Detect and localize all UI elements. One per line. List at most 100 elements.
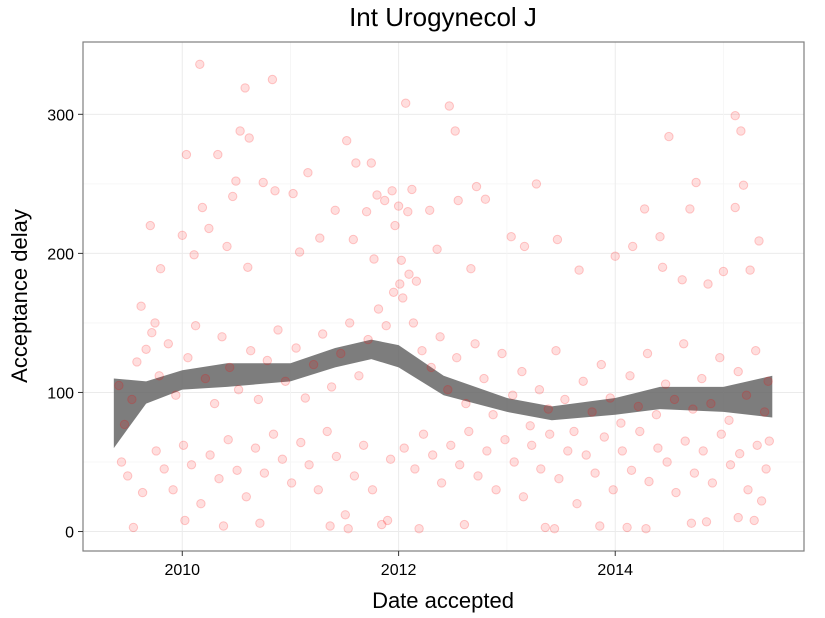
data-point bbox=[137, 487, 148, 498]
data-point bbox=[599, 432, 609, 442]
data-point bbox=[626, 465, 637, 475]
data-point bbox=[127, 394, 137, 405]
data-point bbox=[657, 262, 668, 272]
data-point bbox=[680, 436, 690, 446]
data-point bbox=[417, 346, 427, 356]
data-point bbox=[253, 394, 264, 405]
data-point bbox=[749, 515, 759, 526]
data-point bbox=[691, 177, 701, 188]
data-point bbox=[716, 429, 726, 439]
data-point bbox=[132, 357, 142, 367]
data-point bbox=[596, 359, 606, 370]
y-tick-label: 100 bbox=[47, 385, 74, 402]
data-point bbox=[258, 177, 268, 188]
data-point bbox=[222, 241, 232, 252]
data-point bbox=[435, 332, 445, 342]
data-point bbox=[380, 195, 390, 206]
data-point bbox=[471, 181, 482, 192]
data-point bbox=[669, 394, 680, 405]
data-point bbox=[273, 325, 283, 335]
data-point bbox=[461, 398, 471, 409]
data-point bbox=[154, 371, 164, 381]
data-point bbox=[294, 247, 305, 257]
data-point bbox=[464, 426, 474, 437]
data-point bbox=[225, 362, 235, 373]
data-point bbox=[745, 265, 755, 275]
data-point bbox=[205, 450, 215, 460]
data-point bbox=[552, 234, 563, 245]
data-point bbox=[213, 149, 223, 160]
data-point bbox=[724, 415, 734, 425]
data-point bbox=[303, 168, 313, 178]
data-point bbox=[410, 464, 420, 474]
data-point bbox=[644, 476, 654, 487]
data-point bbox=[393, 201, 404, 211]
data-point bbox=[436, 478, 447, 488]
data-point bbox=[313, 485, 323, 495]
data-point bbox=[168, 485, 178, 495]
data-point bbox=[635, 426, 645, 437]
data-point bbox=[425, 205, 435, 216]
data-point bbox=[452, 353, 462, 363]
data-point bbox=[628, 241, 638, 252]
data-point bbox=[685, 204, 695, 214]
data-point bbox=[506, 232, 516, 242]
data-point bbox=[595, 521, 605, 531]
data-point bbox=[715, 353, 725, 363]
data-point bbox=[233, 385, 244, 395]
data-point bbox=[270, 186, 280, 196]
data-point bbox=[752, 440, 762, 450]
data-point bbox=[756, 496, 767, 506]
data-point bbox=[677, 275, 687, 285]
x-tick-label: 2012 bbox=[381, 562, 417, 579]
data-point bbox=[488, 410, 498, 420]
data-point bbox=[228, 191, 238, 202]
data-point bbox=[128, 522, 139, 533]
data-point bbox=[500, 435, 510, 445]
data-point bbox=[145, 220, 156, 231]
data-point bbox=[450, 126, 460, 136]
data-point bbox=[554, 474, 564, 484]
data-point bbox=[141, 344, 151, 354]
data-point bbox=[689, 468, 700, 478]
data-point bbox=[497, 348, 507, 359]
data-point bbox=[398, 293, 408, 303]
data-point bbox=[534, 385, 545, 395]
data-point bbox=[214, 474, 224, 484]
data-point bbox=[267, 74, 278, 85]
data-point bbox=[531, 179, 542, 189]
data-point bbox=[280, 376, 291, 386]
data-point bbox=[759, 407, 770, 417]
data-point bbox=[517, 366, 527, 377]
y-tick-label: 0 bbox=[65, 525, 74, 542]
data-point bbox=[545, 429, 555, 439]
data-point bbox=[358, 440, 369, 450]
data-point bbox=[322, 426, 332, 437]
data-point bbox=[508, 390, 518, 400]
y-axis-label: Acceptance delay bbox=[7, 209, 32, 383]
data-point bbox=[459, 519, 470, 530]
data-point bbox=[414, 524, 424, 534]
y-tick-label: 300 bbox=[47, 107, 74, 124]
data-point bbox=[735, 449, 745, 459]
data-point bbox=[177, 230, 188, 241]
data-point bbox=[408, 318, 419, 328]
data-point bbox=[288, 188, 298, 199]
data-point bbox=[754, 236, 764, 246]
x-tick-label: 2010 bbox=[164, 562, 200, 579]
data-point bbox=[354, 371, 364, 381]
data-point bbox=[574, 265, 584, 275]
data-point bbox=[244, 133, 254, 143]
data-point bbox=[698, 446, 708, 456]
y-axis-ticks: 0 100 200 300 bbox=[47, 107, 83, 542]
data-point bbox=[590, 468, 600, 478]
data-point bbox=[540, 522, 550, 533]
data-point bbox=[664, 131, 674, 142]
data-point bbox=[196, 499, 206, 509]
confidence-band bbox=[113, 339, 773, 449]
data-point bbox=[367, 485, 378, 495]
data-point bbox=[605, 393, 615, 403]
data-point bbox=[707, 478, 718, 488]
data-point bbox=[291, 343, 301, 353]
data-point bbox=[336, 348, 346, 359]
